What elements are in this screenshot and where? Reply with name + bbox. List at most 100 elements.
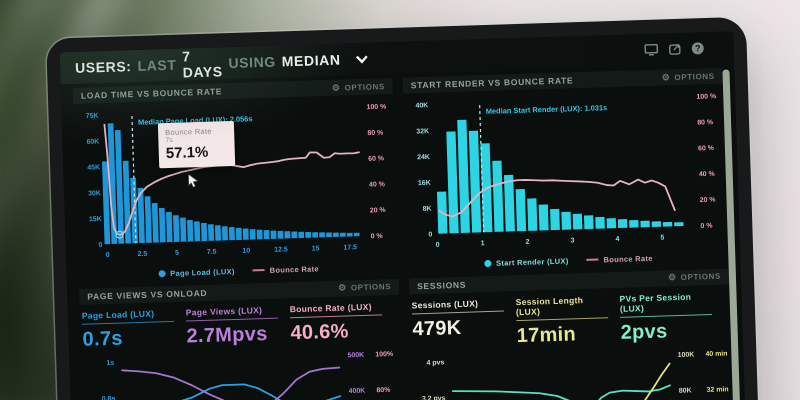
metric-value: 17min [516,323,577,348]
svg-text:4: 4 [615,236,619,243]
svg-text:0: 0 [99,242,103,249]
metric-value: 0.7s [82,327,124,351]
gear-icon: ⚙ [661,71,671,82]
svg-text:24K: 24K [417,154,430,161]
svg-text:0: 0 [106,252,110,259]
metric-label: Session Length (LUX) [515,295,584,318]
monitor-icon[interactable] [644,43,659,56]
metric-value: 479K [412,316,462,341]
svg-text:1s: 1s [106,360,114,367]
svg-text:4 pvs: 4 pvs [426,359,444,367]
options-label: OPTIONS [674,71,715,82]
title-segment: LAST [137,56,177,74]
share-device-icon[interactable] [668,42,683,55]
options-label: OPTIONS [350,282,392,293]
metric-page-load[interactable]: Page Load (LUX) 0.7s [82,307,187,351]
svg-text:2.5: 2.5 [137,251,147,258]
svg-text:30K: 30K [88,190,101,197]
metric-value: 40.6% [290,320,350,345]
series-line-icon [586,259,599,262]
svg-text:80%: 80% [376,387,390,394]
options-button[interactable]: ⚙ OPTIONS [338,283,391,294]
svg-text:100%: 100% [375,351,393,359]
gear-icon: ⚙ [331,82,341,93]
svg-text:100K: 100K [678,351,695,359]
svg-text:60K: 60K [86,138,99,145]
start-render-chart-svg: 40K 32K 24K 16K 8K 0 100 % 80 % 60 % 40 % 20 % 0 % 0… [415,93,716,249]
svg-text:500K: 500K [347,352,364,360]
header-icons: ? [644,42,704,57]
svg-text:12.5: 12.5 [274,246,288,253]
metric-pvs-per-session[interactable]: PVs Per Session (LUX) 2pvs [619,291,725,345]
panel-start-render: START RENDER VS BOUNCE RATE ⚙ OPTIONS 40… [402,67,729,271]
svg-text:100 %: 100 % [367,104,387,112]
series-dot-icon [483,259,492,268]
svg-text:400K: 400K [349,388,366,396]
svg-text:0.8s: 0.8s [102,395,116,400]
metric-label: PVs Per Session (LUX) [619,291,692,314]
svg-text:Median Start Render (LUX): 1.0: Median Start Render (LUX): 1.031s [486,103,608,116]
chevron-down-icon[interactable] [348,54,374,64]
svg-text:2: 2 [526,239,530,246]
metric-value: 2pvs [620,320,668,344]
svg-text:75K: 75K [86,113,99,120]
panel-title: START RENDER VS BOUNCE RATE [410,75,574,91]
svg-text:10: 10 [242,248,250,255]
dashboard-header: USERS: LAST 7 DAYS USING MEDIAN ? [59,31,735,85]
title-segment: MEDIAN [281,51,341,70]
svg-text:40 min: 40 min [705,350,727,358]
svg-text:100 %: 100 % [696,93,716,101]
dashboard-screen: USERS: LAST 7 DAYS USING MEDIAN ? [59,31,748,400]
metric-value: 2.7Mpvs [186,322,268,348]
start-render-chart[interactable]: 40K 32K 24K 16K 8K 0 100 % 80 % 60 % 40 % 20 % 0 % 0… [403,86,728,263]
svg-text:15: 15 [312,245,320,252]
svg-text:40 %: 40 % [699,171,715,178]
mouse-cursor [187,174,199,188]
options-button[interactable]: ⚙ OPTIONS [662,71,715,82]
panel-title: SESSIONS [416,279,467,292]
metrics-row: Sessions (LUX) 479K Session Length (LUX)… [409,286,731,351]
svg-text:8K: 8K [423,206,432,213]
load-time-chart-svg: 75K 60K 45K 30K 15K 0 100 % 80 % 60 % 40 % 20 % 0 %… [86,104,387,260]
title-segment: USING [228,53,277,72]
svg-text:5: 5 [175,250,179,257]
help-icon[interactable]: ? [691,42,704,55]
tooltip-value: 57.1% [165,143,209,163]
options-label: OPTIONS [344,81,385,92]
metric-page-views[interactable]: Page Views (LUX) 2.7Mpvs [186,304,291,348]
gear-icon: ⚙ [338,282,348,294]
svg-text:60 %: 60 % [368,155,384,162]
load-time-chart[interactable]: 75K 60K 45K 30K 15K 0 100 % 80 % 60 % 40 % 20 % 0 %… [73,96,398,273]
options-button[interactable]: ⚙ OPTIONS [332,82,385,93]
svg-text:20 %: 20 % [700,197,716,204]
title-segment: USERS: [74,58,132,76]
svg-text:1: 1 [481,240,485,247]
panel-sessions: SESSIONS ⚙ OPTIONS Sessions (LUX) 479K S… [408,268,734,400]
svg-text:0 %: 0 % [371,233,383,240]
svg-text:3.2 pvs: 3.2 pvs [422,395,446,400]
svg-text:17.5: 17.5 [343,244,357,251]
title-segment: 7 DAYS [181,48,223,81]
svg-text:45K: 45K [87,164,100,171]
metric-session-length[interactable]: Session Length (LUX) 17min [515,294,621,348]
metric-bounce-rate[interactable]: Bounce Rate (LUX) 40.6% [290,301,395,345]
svg-text:20 %: 20 % [370,207,386,214]
page-title[interactable]: USERS: LAST 7 DAYS USING MEDIAN [75,43,375,84]
svg-text:0: 0 [436,242,440,249]
svg-text:32 min: 32 min [707,386,729,394]
panel-title: LOAD TIME VS BOUNCE RATE [80,86,223,101]
svg-text:40K: 40K [415,102,428,109]
svg-text:32K: 32K [416,128,429,135]
svg-text:80 %: 80 % [697,119,713,126]
options-button[interactable]: ⚙ OPTIONS [668,272,721,283]
svg-text:3: 3 [570,237,574,244]
laptop-bezel: USERS: LAST 7 DAYS USING MEDIAN ? [46,16,761,400]
metric-sessions[interactable]: Sessions (LUX) 479K [412,297,518,351]
svg-text:40 %: 40 % [369,181,385,188]
tooltip: Bounce Rate 7s 57.1% [157,120,236,169]
options-label: OPTIONS [680,272,722,283]
